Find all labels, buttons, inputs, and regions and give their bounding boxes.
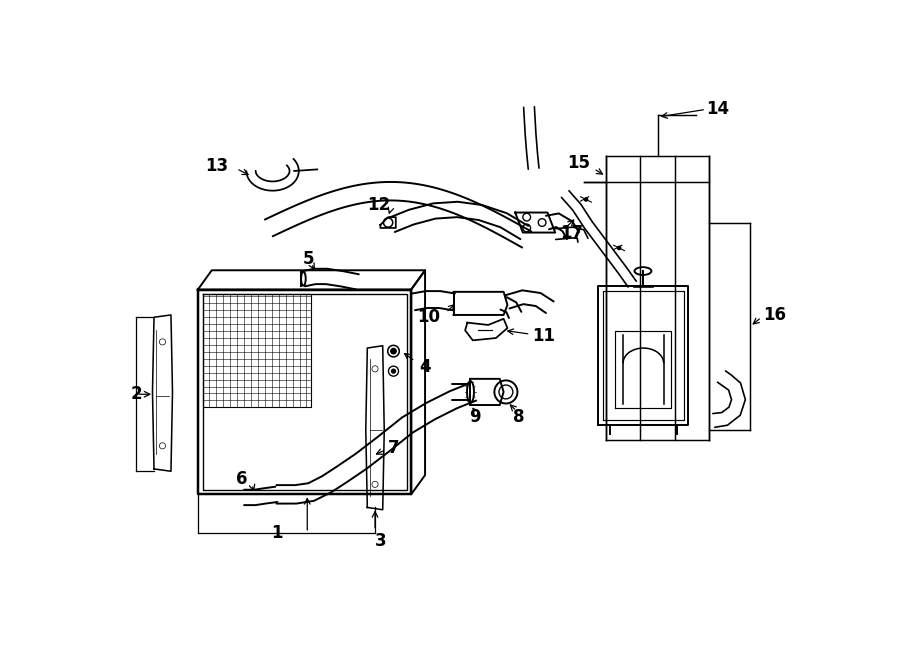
Text: 11: 11 — [532, 327, 555, 345]
Circle shape — [584, 198, 588, 201]
Ellipse shape — [638, 269, 648, 273]
Text: 13: 13 — [205, 157, 229, 175]
Circle shape — [392, 369, 395, 373]
Text: 16: 16 — [763, 306, 786, 324]
Text: 10: 10 — [417, 308, 440, 327]
Circle shape — [617, 247, 621, 250]
Text: 2: 2 — [130, 385, 142, 403]
Text: 9: 9 — [469, 408, 481, 426]
Text: 7: 7 — [388, 439, 400, 457]
Circle shape — [391, 348, 396, 354]
Text: 12: 12 — [367, 196, 391, 214]
Text: 8: 8 — [513, 408, 525, 426]
Text: 5: 5 — [303, 250, 314, 268]
Text: 3: 3 — [375, 531, 387, 549]
Text: 14: 14 — [706, 100, 729, 118]
Text: 17: 17 — [560, 223, 583, 241]
Text: 6: 6 — [236, 470, 248, 488]
Text: 4: 4 — [418, 358, 430, 375]
Text: 1: 1 — [271, 524, 283, 542]
Text: 15: 15 — [568, 154, 590, 173]
